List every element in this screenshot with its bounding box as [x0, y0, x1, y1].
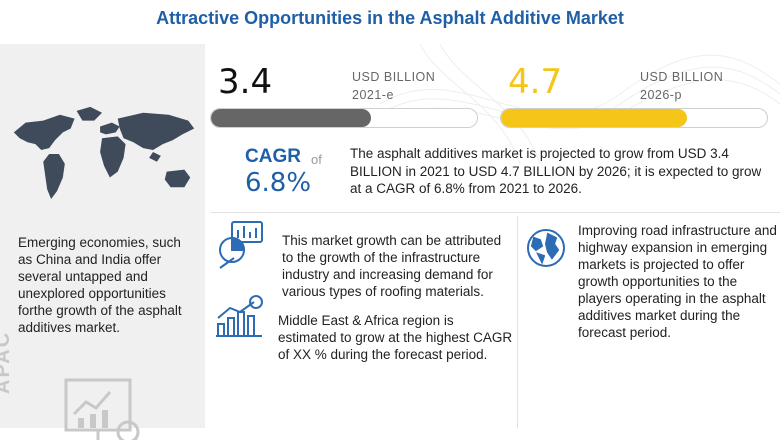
emerging-economies-text: Emerging economies, such as China and In… [18, 235, 182, 335]
cagr-of: of [311, 152, 322, 167]
bar-2021 [210, 108, 478, 128]
infrastructure-text: Improving road infrastructure and highwa… [578, 223, 777, 340]
apac-label: APAC [0, 330, 14, 394]
bar-2021-fill [211, 109, 371, 127]
cagr-value: 6.8% [245, 168, 312, 198]
value-2021: 3.4 [218, 62, 273, 102]
bar-2026 [500, 108, 768, 128]
period-2021: 2021-e [352, 88, 394, 102]
divider [210, 212, 780, 213]
growth-attribution-text: This market growth can be attributed to … [282, 233, 502, 299]
dollar-growth-icon [216, 295, 263, 337]
unit-2026: USD BILLION [640, 70, 724, 84]
period-2026: 2026-p [640, 88, 682, 102]
market-summary-text: The asphalt additives market is projecte… [350, 146, 762, 196]
page-title: Attractive Opportunities in the Asphalt … [156, 8, 624, 28]
unit-2021: USD BILLION [352, 70, 436, 84]
value-2026: 4.7 [508, 62, 563, 102]
left-panel: Emerging economies, such as China and In… [0, 44, 205, 440]
divider [517, 216, 518, 428]
analytics-icon [219, 221, 263, 269]
mea-region-text: Middle East & Africa region is estimated… [278, 313, 513, 362]
world-map-icon [13, 106, 195, 200]
cagr-label: CAGR [245, 146, 301, 167]
presentation-chart-icon [64, 378, 140, 440]
globe-icon [527, 229, 565, 267]
bar-2026-fill [501, 109, 688, 127]
